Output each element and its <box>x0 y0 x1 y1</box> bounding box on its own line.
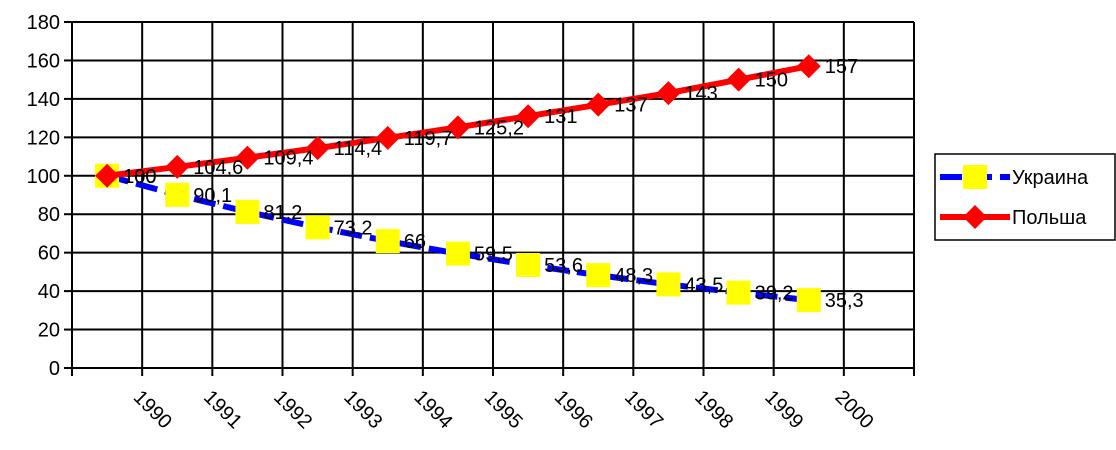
x-tick-label: 1992 <box>269 386 316 433</box>
marker-diamond <box>656 81 681 106</box>
marker-square <box>235 199 260 224</box>
y-tick-label: 20 <box>38 320 60 342</box>
marker-diamond <box>375 125 400 150</box>
marker-square <box>586 263 611 288</box>
data-label: 81,2 <box>263 202 302 224</box>
marker-square <box>516 252 541 277</box>
data-label: 66 <box>404 231 426 253</box>
y-tick-label: 40 <box>38 281 60 303</box>
x-tick-label: 1994 <box>410 386 457 433</box>
data-label: 150 <box>755 70 788 92</box>
series-layer <box>95 54 821 313</box>
data-label: 35,3 <box>825 290 864 312</box>
y-tick-label: 100 <box>27 166 60 188</box>
marker-diamond <box>235 145 260 170</box>
data-label: 48,3 <box>614 265 653 287</box>
data-label: 114,4 <box>334 138 383 160</box>
marker-square <box>375 229 400 254</box>
data-label: 137 <box>614 95 647 117</box>
y-tick-label: 180 <box>27 12 60 34</box>
marker-diamond <box>516 104 541 129</box>
marker-square <box>305 215 330 240</box>
data-label-layer: 100 90,1 81,2 73,2 66 59,5 53,6 48,3 43,5 39,2 35,… <box>123 56 864 312</box>
data-label: 43,5 <box>684 274 723 296</box>
marker-diamond <box>963 205 987 229</box>
data-label: 73,2 <box>334 217 373 239</box>
data-label: 157 <box>825 56 858 78</box>
x-tick-label: 1997 <box>620 386 667 433</box>
x-tick-label: 1995 <box>480 386 527 433</box>
marker-diamond <box>796 54 821 79</box>
data-label: 100 <box>123 166 156 188</box>
marker-diamond <box>165 154 190 179</box>
marker-diamond <box>445 115 470 140</box>
data-label: 143 <box>684 83 717 105</box>
y-tick-label: 60 <box>38 243 60 265</box>
marker-diamond <box>726 67 751 92</box>
data-label: 104,6 <box>193 157 243 179</box>
data-label: 131 <box>544 106 577 128</box>
data-label: 90,1 <box>193 185 232 207</box>
y-tick-label: 140 <box>27 89 60 111</box>
legend: Украина Польша <box>934 153 1116 241</box>
x-tick-label: 1990 <box>129 386 176 433</box>
marker-square <box>165 182 190 207</box>
data-label: 119,7 <box>404 128 453 150</box>
legend-label: Польша <box>1012 207 1087 229</box>
marker-square <box>656 272 681 297</box>
x-tick-label: 1991 <box>199 386 246 433</box>
data-label: 125,2 <box>474 117 524 139</box>
x-tick-label: 1993 <box>339 386 386 433</box>
data-label: 100 <box>123 166 156 188</box>
y-tick-label: 0 <box>49 358 60 380</box>
x-tick-label: 1996 <box>550 386 597 433</box>
legend-label: Украина <box>1012 167 1089 189</box>
marker-diamond <box>305 136 330 161</box>
data-label: 59,5 <box>474 244 513 266</box>
y-tick-label: 160 <box>27 50 60 72</box>
y-tick-label: 80 <box>38 204 60 226</box>
marker-diamond <box>586 92 611 117</box>
data-label: 109,4 <box>263 148 313 170</box>
marker-diamond <box>95 163 120 188</box>
marker-square <box>796 288 821 313</box>
y-tick-label: 120 <box>27 127 60 149</box>
grid-layer <box>72 21 915 368</box>
x-tick-label: 2000 <box>831 386 878 433</box>
marker-square <box>963 165 987 189</box>
data-label: 39,2 <box>755 283 794 305</box>
data-label: 53,6 <box>544 255 583 277</box>
series-line-ukraine <box>106 172 810 304</box>
x-tick-label: 1999 <box>760 386 807 433</box>
marker-square <box>445 241 470 266</box>
x-tick-label: 1998 <box>690 386 737 433</box>
marker-square <box>726 280 751 305</box>
